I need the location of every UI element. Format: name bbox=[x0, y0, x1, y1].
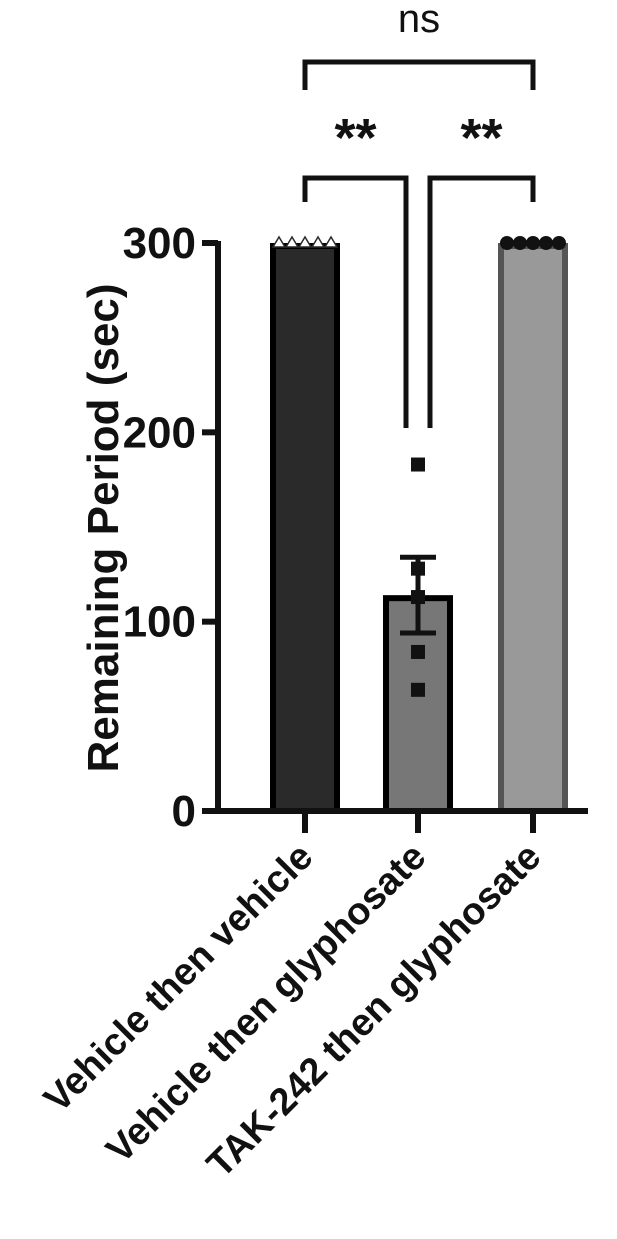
bar-3 bbox=[498, 243, 568, 814]
data-point bbox=[411, 457, 425, 472]
data-point bbox=[411, 644, 425, 659]
significance-bracket bbox=[427, 175, 536, 428]
data-point bbox=[539, 236, 553, 250]
data-point bbox=[513, 236, 527, 250]
significance-label: ** bbox=[334, 108, 376, 168]
significance-label: ** bbox=[460, 108, 502, 168]
data-point bbox=[411, 590, 425, 605]
significance-bracket bbox=[302, 59, 536, 90]
data-point bbox=[323, 235, 339, 248]
significance-label: ns bbox=[398, 0, 440, 41]
data-point bbox=[526, 236, 540, 250]
data-point bbox=[500, 236, 514, 250]
data-point bbox=[284, 235, 300, 248]
data-point bbox=[552, 236, 566, 250]
bar-1 bbox=[270, 243, 340, 814]
data-point bbox=[310, 235, 326, 248]
significance-bracket bbox=[302, 175, 409, 428]
y-tick-label: 0 bbox=[172, 787, 196, 836]
y-tick-label: 100 bbox=[123, 598, 196, 647]
data-point bbox=[411, 561, 425, 576]
y-tick-label: 300 bbox=[123, 219, 196, 268]
data-point bbox=[411, 682, 425, 697]
y-axis-title: Remaining Period (sec) bbox=[79, 283, 128, 772]
data-point bbox=[297, 235, 313, 248]
data-point bbox=[271, 235, 287, 248]
y-tick-label: 200 bbox=[123, 408, 196, 457]
